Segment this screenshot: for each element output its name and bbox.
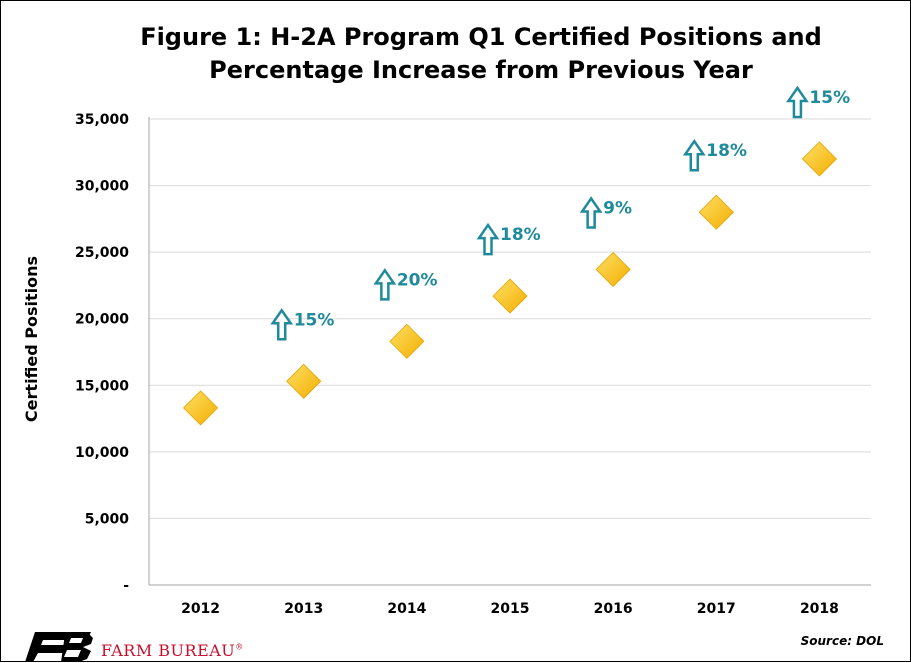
y-tick-label: 20,000 <box>75 312 129 328</box>
y-tick-label: 25,000 <box>75 245 129 261</box>
percent-label: 15% <box>809 88 850 108</box>
y-axis-label: Certified Positions <box>22 256 41 422</box>
percent-label: 15% <box>294 310 335 330</box>
source-note: Source: DOL <box>800 634 884 648</box>
increase-arrow-icon <box>786 85 809 119</box>
percent-label: 18% <box>500 225 541 245</box>
registered-mark: ® <box>235 642 244 652</box>
increase-arrow-icon <box>682 139 706 172</box>
increase-arrow-icon <box>579 196 603 229</box>
x-tick-label: 2015 <box>491 601 530 617</box>
x-tick-label: 2016 <box>594 601 633 617</box>
x-tick-label: 2018 <box>800 601 839 617</box>
data-point <box>595 251 631 288</box>
data-point <box>492 278 528 314</box>
farm-bureau-wordmark: FARM BUREAU® <box>101 641 244 660</box>
y-tick-label: 5,000 <box>85 511 130 527</box>
data-point <box>698 194 734 230</box>
percent-label: 9% <box>603 198 632 218</box>
x-tick-label: 2012 <box>181 601 220 617</box>
y-tick-label: 15,000 <box>75 378 129 394</box>
x-tick-label: 2013 <box>284 601 323 617</box>
logo-text: FARM BUREAU <box>101 641 236 660</box>
farm-bureau-logo: FARM BUREAU® <box>25 629 265 663</box>
percent-label: 18% <box>706 141 747 161</box>
increase-arrow-icon <box>373 268 397 301</box>
increase-arrow-icon <box>476 222 500 256</box>
y-tick-label: 30,000 <box>75 179 129 195</box>
y-tick-label: - <box>123 578 129 594</box>
increase-arrow-icon <box>270 308 294 341</box>
percent-label: 20% <box>397 270 438 290</box>
data-point <box>286 363 322 399</box>
x-tick-label: 2014 <box>387 601 426 617</box>
data-point <box>183 390 219 426</box>
chart-title: Figure 1: H-2A Program Q1 Certified Posi… <box>140 23 822 84</box>
data-point <box>801 141 837 177</box>
x-tick-label: 2017 <box>697 601 736 617</box>
fb-logo-icon <box>25 632 93 662</box>
data-point <box>389 323 425 359</box>
y-tick-label: 10,000 <box>75 445 129 461</box>
y-tick-label: 35,000 <box>75 112 129 128</box>
